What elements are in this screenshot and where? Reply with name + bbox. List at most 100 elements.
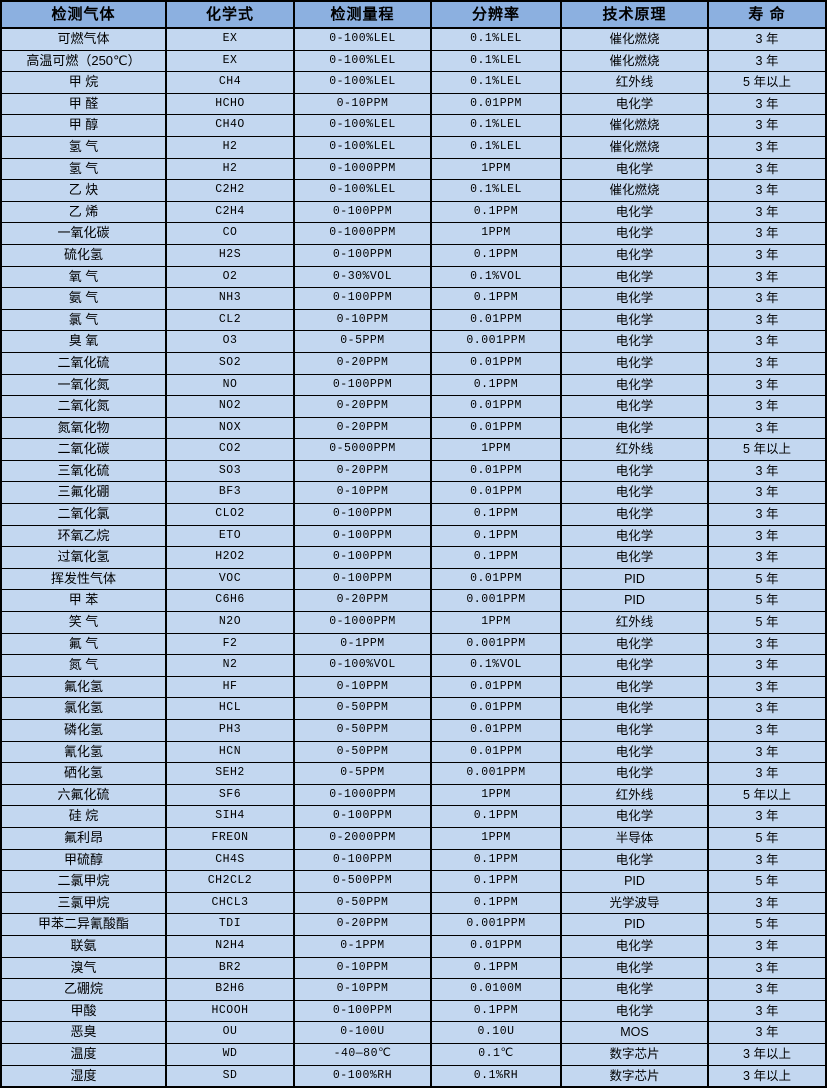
cell-name: 三氯甲烷: [1, 892, 167, 915]
cell-life: 3 年: [708, 654, 826, 677]
cell-principle: 红外线: [561, 438, 709, 461]
table-row: 乙 炔 C2H2 0-100%LEL 0.1%LEL 催化燃烧 3 年: [1, 179, 826, 202]
cell-formula: CL2: [166, 309, 295, 332]
cell-principle: 电化学: [561, 676, 709, 699]
cell-life: 3 年: [708, 244, 826, 267]
cell-formula: NO2: [166, 395, 295, 418]
cell-resolution: 0.01PPM: [431, 417, 562, 440]
cell-life: 5 年: [708, 913, 826, 936]
cell-resolution: 0.10U: [431, 1021, 562, 1044]
cell-resolution: 0.1%RH: [431, 1065, 562, 1088]
cell-life: 5 年: [708, 870, 826, 893]
cell-life: 3 年: [708, 266, 826, 289]
cell-name: 氢 气: [1, 136, 167, 159]
cell-principle: 催化燃烧: [561, 114, 709, 137]
cell-resolution: 0.001PPM: [431, 330, 562, 353]
cell-resolution: 1PPM: [431, 438, 562, 461]
cell-range: 0-20PPM: [294, 417, 432, 440]
cell-formula: SEH2: [166, 762, 295, 785]
cell-resolution: 1PPM: [431, 222, 562, 245]
cell-name: 三氟化硼: [1, 481, 167, 505]
cell-formula: EX: [166, 28, 295, 51]
cell-principle: 电化学: [561, 1000, 709, 1023]
cell-range: 0-100%VOL: [294, 654, 432, 677]
cell-name: 甲 醛: [1, 93, 167, 116]
cell-resolution: 0.01PPM: [431, 568, 562, 591]
table-row: 挥发性气体 VOC 0-100PPM 0.01PPM PID 5 年: [1, 568, 826, 591]
cell-formula: H2: [166, 136, 295, 159]
table-row: 溴气 BR2 0-10PPM 0.1PPM 电化学 3 年: [1, 957, 826, 980]
cell-name: 二氧化硫: [1, 352, 167, 375]
cell-principle: 电化学: [561, 719, 709, 742]
table-row: 联氨 N2H4 0-1PPM 0.01PPM 电化学 3 年: [1, 935, 826, 958]
column-header-resolution: 分辨率: [431, 1, 562, 29]
cell-name: 乙硼烷: [1, 978, 167, 1001]
cell-range: 0-30%VOL: [294, 266, 432, 289]
cell-principle: PID: [561, 568, 709, 591]
cell-life: 3 年: [708, 330, 826, 353]
cell-range: 0-10PPM: [294, 481, 432, 505]
cell-formula: HCL: [166, 697, 295, 720]
cell-resolution: 0.001PPM: [431, 633, 562, 656]
cell-range: 0-100%LEL: [294, 50, 432, 73]
cell-principle: 电化学: [561, 741, 709, 764]
cell-range: 0-100PPM: [294, 287, 432, 310]
cell-range: 0-100PPM: [294, 503, 432, 526]
cell-name: 氢 气: [1, 158, 167, 181]
cell-resolution: 0.01PPM: [431, 93, 562, 116]
cell-name: 六氟化硫: [1, 784, 167, 807]
cell-range: 0-100%LEL: [294, 136, 432, 159]
table-row: 三氧化硫 SO3 0-20PPM 0.01PPM 电化学 3 年: [1, 460, 826, 483]
cell-life: 3 年: [708, 417, 826, 440]
cell-life: 3 年: [708, 481, 826, 505]
table-row: 氮 气 N2 0-100%VOL 0.1%VOL 电化学 3 年: [1, 654, 826, 677]
cell-name: 氟化氢: [1, 676, 167, 699]
table-row: 甲 苯 C6H6 0-20PPM 0.001PPM PID 5 年: [1, 589, 826, 613]
cell-formula: SD: [166, 1065, 295, 1088]
cell-principle: 电化学: [561, 503, 709, 526]
cell-name: 氮 气: [1, 654, 167, 677]
cell-life: 5 年: [708, 611, 826, 634]
cell-resolution: 0.1PPM: [431, 503, 562, 526]
cell-formula: OU: [166, 1021, 295, 1044]
cell-range: 0-100%LEL: [294, 28, 432, 51]
cell-name: 一氧化氮: [1, 374, 167, 397]
cell-resolution: 0.1%LEL: [431, 71, 562, 94]
cell-formula: NO: [166, 374, 295, 397]
cell-resolution: 0.1PPM: [431, 244, 562, 267]
cell-life: 3 年: [708, 352, 826, 375]
cell-life: 3 年: [708, 935, 826, 958]
cell-life: 3 年: [708, 158, 826, 181]
table-row: 氢 气 H2 0-100%LEL 0.1%LEL 催化燃烧 3 年: [1, 136, 826, 159]
table-row: 温度 WD -40—80℃ 0.1℃ 数字芯片 3 年以上: [1, 1043, 826, 1066]
cell-principle: 半导体: [561, 827, 709, 850]
cell-formula: CH2CL2: [166, 870, 295, 893]
table-row: 甲 烷 CH4 0-100%LEL 0.1%LEL 红外线 5 年以上: [1, 71, 826, 94]
cell-formula: CH4: [166, 71, 295, 94]
cell-formula: B2H6: [166, 978, 295, 1001]
cell-resolution: 0.001PPM: [431, 589, 562, 613]
cell-range: 0-10PPM: [294, 978, 432, 1001]
table-row: 甲硫醇 CH4S 0-100PPM 0.1PPM 电化学 3 年: [1, 849, 826, 872]
cell-range: 0-100%LEL: [294, 179, 432, 202]
cell-name: 氧 气: [1, 266, 167, 289]
cell-life: 3 年: [708, 201, 826, 224]
cell-principle: 催化燃烧: [561, 28, 709, 51]
cell-principle: 电化学: [561, 244, 709, 267]
cell-range: 0-50PPM: [294, 697, 432, 720]
cell-principle: 电化学: [561, 158, 709, 181]
table-body: 可燃气体 EX 0-100%LEL 0.1%LEL 催化燃烧 3 年高温可燃（250℃） E…: [1, 28, 826, 1088]
cell-resolution: 0.1%VOL: [431, 654, 562, 677]
cell-resolution: 0.01PPM: [431, 395, 562, 418]
cell-name: 二氧化碳: [1, 438, 167, 461]
cell-formula: BF3: [166, 481, 295, 505]
cell-life: 5 年以上: [708, 438, 826, 461]
cell-range: 0-1000PPM: [294, 158, 432, 181]
cell-formula: HF: [166, 676, 295, 699]
cell-range: 0-100PPM: [294, 849, 432, 872]
cell-principle: 催化燃烧: [561, 136, 709, 159]
cell-resolution: 1PPM: [431, 827, 562, 850]
cell-life: 3 年: [708, 114, 826, 137]
cell-resolution: 0.1PPM: [431, 849, 562, 872]
cell-name: 氟利昂: [1, 827, 167, 850]
